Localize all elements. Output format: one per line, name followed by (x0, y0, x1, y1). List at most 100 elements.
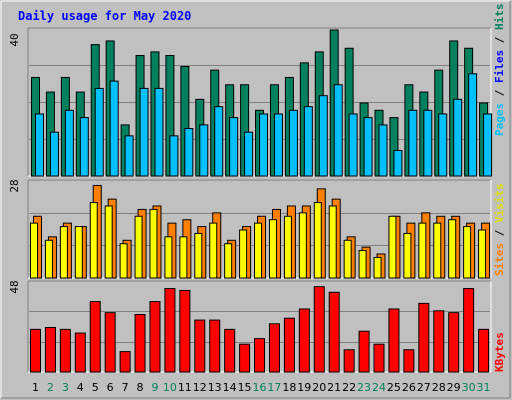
x-tick-label: 21 (327, 381, 341, 394)
x-tick-label: 30 (462, 381, 476, 394)
kbytes-bar (254, 338, 266, 373)
kbytes-bar (179, 289, 191, 373)
visits-bar (254, 222, 263, 279)
x-tick-label: 12 (193, 381, 207, 394)
visits-bar (104, 205, 113, 279)
legend-visits: Visits (493, 183, 506, 223)
legend-kbytes: KBytes (493, 332, 506, 372)
x-tick-label: 6 (107, 381, 114, 394)
kbytes-bar (313, 286, 325, 373)
kbytes-bar (283, 317, 295, 373)
visits-bar (358, 250, 367, 279)
x-tick-label: 27 (417, 381, 431, 394)
kbytes-bar (298, 308, 310, 373)
visits-bar (478, 229, 487, 279)
visits-bar (313, 202, 322, 279)
files-bar (333, 84, 343, 177)
visits-bar (418, 222, 427, 279)
files-bar (348, 113, 358, 177)
legend-files: Files (493, 50, 506, 83)
visits-bar (44, 239, 53, 279)
kbytes-bar (463, 288, 475, 373)
legend-hits: Hits (493, 4, 506, 31)
visits-bar (30, 222, 38, 279)
kbytes-bar (89, 301, 101, 373)
kbytes-bar (388, 308, 400, 373)
visits-bar (373, 256, 382, 279)
x-tick-label: 3 (62, 381, 69, 394)
kbytes-bar (343, 349, 355, 373)
visits-bar (89, 202, 98, 279)
legend-pages: Pages (493, 103, 506, 136)
visits-bar (448, 219, 457, 279)
files-bar (35, 113, 44, 177)
visits-bar (179, 236, 188, 279)
files-bar (438, 113, 448, 177)
kbytes-panel (27, 280, 492, 373)
x-tick-label: 8 (137, 381, 144, 394)
x-tick-label: 25 (387, 381, 401, 394)
visits-bar (149, 208, 158, 279)
x-tick-label: 15 (238, 381, 252, 394)
visits-bar (328, 205, 337, 279)
x-tick-label: 14 (223, 381, 237, 394)
kbytes-bar (328, 291, 340, 373)
x-tick-label: 20 (312, 381, 326, 394)
x-tick-label: 23 (357, 381, 371, 394)
kbytes-bar (59, 328, 71, 373)
x-tick-label: 18 (282, 381, 296, 394)
files-bar (378, 124, 388, 177)
x-tick-label: 31 (477, 381, 491, 394)
visits-bar (59, 226, 68, 279)
files-bar (468, 73, 478, 177)
x-tick-label: 19 (297, 381, 311, 394)
kbytes-bar (194, 319, 206, 373)
files-bar (483, 113, 493, 177)
files-bar (124, 135, 134, 177)
visits-bar (343, 239, 352, 279)
visits-bar (224, 243, 233, 279)
files-bar (318, 95, 328, 177)
x-tick-label: 24 (372, 381, 386, 394)
x-tick-label: 13 (208, 381, 222, 394)
kbytes-bar (74, 332, 86, 373)
kbytes-bar (44, 327, 56, 373)
files-bar (363, 117, 373, 177)
kbytes-bar (358, 330, 370, 373)
files-bar (64, 109, 74, 177)
x-tick-label: 4 (77, 381, 84, 394)
chart-title: Daily usage for May 2020 (18, 9, 191, 23)
visits-bar (119, 243, 128, 279)
visits-bar (194, 232, 203, 279)
y-max-label-top: 40 (8, 33, 21, 46)
visits-bar (433, 222, 442, 279)
files-bar (94, 87, 104, 177)
files-bar (154, 87, 164, 177)
files-bar (184, 128, 194, 177)
visits-bar (463, 226, 472, 279)
files-bar (453, 98, 463, 177)
x-tick-label: 22 (342, 381, 356, 394)
y-max-label-mid: 28 (8, 179, 21, 192)
kbytes-bar (209, 319, 221, 373)
files-bar (169, 135, 179, 177)
kbytes-bar (224, 328, 236, 373)
sites-visits-panel (27, 179, 492, 279)
kbytes-bar (403, 349, 415, 373)
x-axis-labels: 1 2 3 4 5 6 7 8 9 10 11 12 13 14 15 16 17 18 19 20 21 22 23 24 2… (32, 381, 491, 394)
legend-separator: / (493, 83, 506, 103)
hits-files-panel (27, 27, 493, 177)
x-tick-label: 1 (32, 381, 39, 394)
x-tick-label: 11 (178, 381, 192, 394)
files-bar (259, 113, 269, 177)
kbytes-bar (149, 301, 161, 373)
y-max-label-bottom: 48 (8, 280, 21, 293)
visits-bar (283, 215, 292, 279)
kbytes-bar (134, 314, 146, 373)
x-tick-label: 28 (432, 381, 446, 394)
x-tick-label: 9 (151, 381, 158, 394)
kbytes-bar (418, 302, 430, 373)
files-bar (199, 124, 209, 177)
files-bar (139, 87, 149, 177)
kbytes-bar (373, 343, 385, 373)
